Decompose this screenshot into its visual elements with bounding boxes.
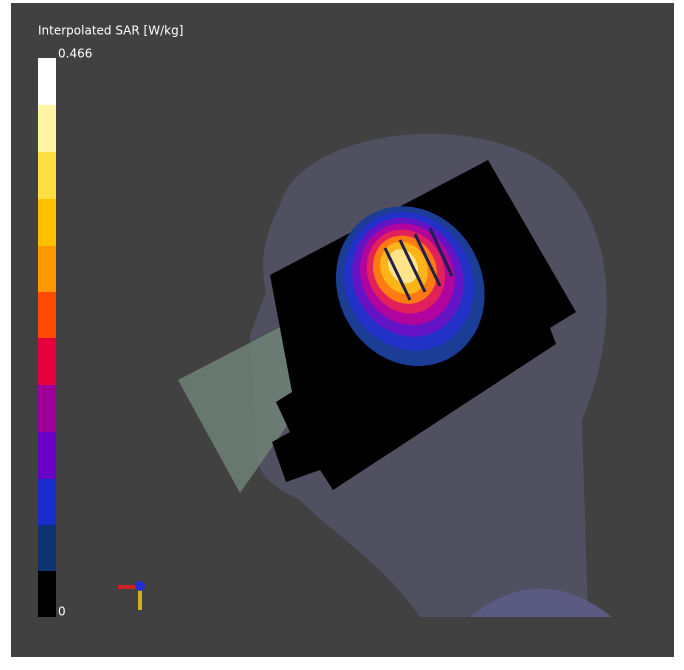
- contour: [388, 249, 419, 284]
- colorbar-min-label: 0: [58, 605, 66, 619]
- phone-antenna-part: [178, 322, 305, 493]
- colorbar: [38, 58, 56, 617]
- axis-triad: [118, 581, 145, 610]
- colorbar-title: Interpolated SAR [W/kg]: [38, 24, 183, 38]
- probe-lines: [383, 227, 454, 301]
- sar-contours: [335, 206, 485, 367]
- shoulder: [470, 588, 612, 617]
- colorbar-max-label: 0.466: [58, 47, 92, 61]
